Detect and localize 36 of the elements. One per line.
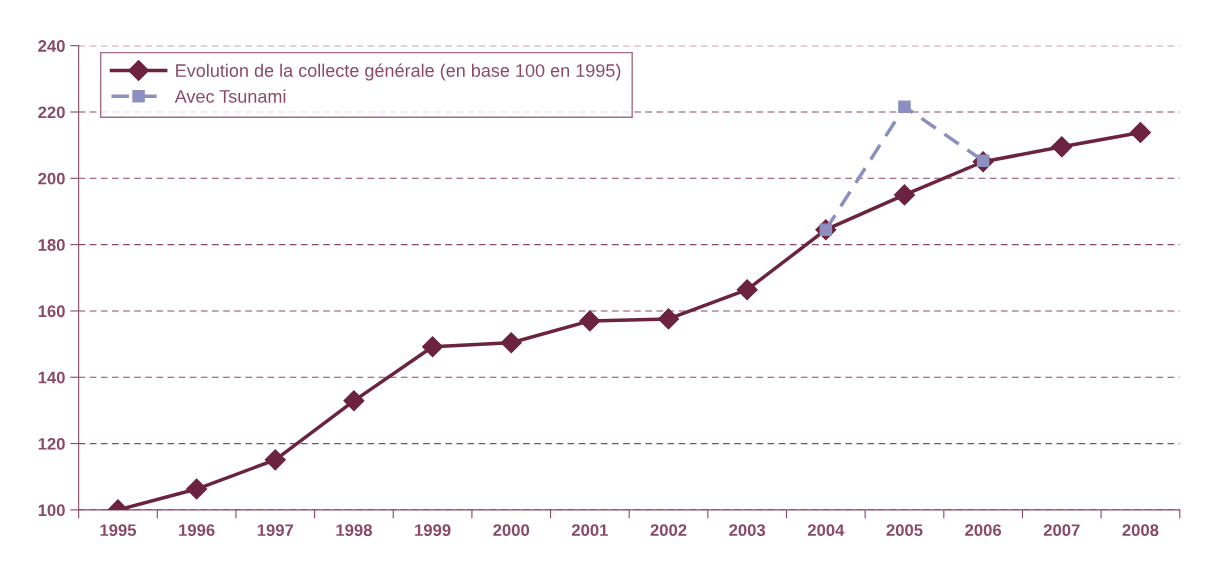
- x-tick-label: 2005: [886, 524, 923, 537]
- x-tick-label: 2008: [1122, 524, 1159, 537]
- x-tick-label: 1998: [336, 524, 372, 537]
- x-tick-label: 1996: [179, 524, 215, 537]
- y-tick-label: 160: [38, 305, 65, 318]
- point: [736, 279, 758, 301]
- x-tick-label: 2004: [807, 524, 845, 537]
- point: [898, 100, 911, 113]
- y-tick-label: 220: [38, 106, 65, 119]
- point: [1129, 122, 1151, 144]
- legend-label: Avec Tsunami: [174, 89, 286, 103]
- x-tick-label: 2006: [965, 524, 1002, 537]
- point: [343, 390, 365, 412]
- x-tick-label: 2007: [1043, 524, 1080, 537]
- point: [893, 184, 915, 206]
- y-tick-label: 180: [38, 239, 65, 251]
- x-tick-label: 2000: [493, 524, 530, 537]
- point: [422, 336, 444, 358]
- legend-label: Evolution de la collecte générale (en base 100 en 1995): [176, 63, 621, 81]
- x-tick-label: 2002: [650, 524, 687, 537]
- y-tick-label: 100: [38, 504, 65, 517]
- x-tick-label: 1999: [415, 524, 451, 537]
- y-tick-label: 200: [38, 172, 65, 185]
- point: [500, 332, 522, 354]
- point: [186, 478, 208, 500]
- y-tick-label: 120: [38, 437, 65, 450]
- x-tick-label: 1997: [257, 524, 294, 537]
- point: [579, 310, 601, 332]
- y-tick-label: 140: [38, 371, 65, 384]
- y-tick-label: 240: [38, 40, 65, 52]
- point: [658, 308, 680, 330]
- point: [264, 449, 286, 471]
- x-tick-label: 2003: [729, 524, 766, 537]
- point: [1051, 136, 1073, 158]
- x-tick-label: 2001: [571, 524, 608, 537]
- x-tick-label: 1995: [100, 524, 137, 537]
